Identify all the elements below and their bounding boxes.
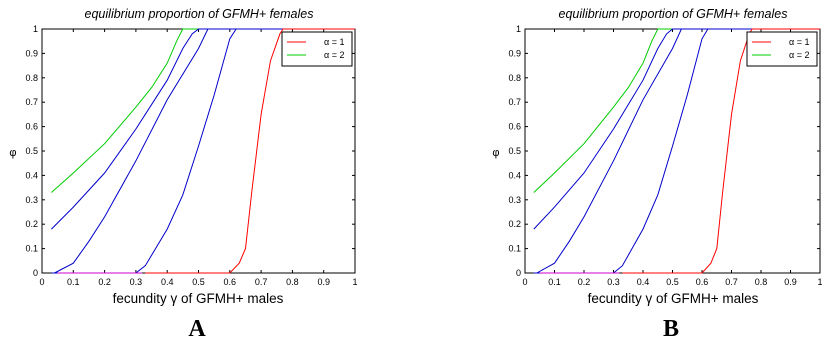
x-tick-label: 1 (817, 277, 822, 287)
x-tick-label: 0.5 (666, 277, 679, 287)
x-tick-label: 0.2 (578, 277, 591, 287)
y-tick-label: 0.4 (508, 170, 521, 180)
series-line (533, 28, 820, 230)
y-tick-label: 0.7 (25, 97, 38, 107)
y-tick-label: 0.7 (508, 97, 521, 107)
y-tick-label: 0.3 (25, 195, 38, 205)
series-line (51, 28, 355, 193)
chart-title: equilibrium proportion of GFMH+ females (85, 7, 314, 21)
x-tick-label: 0.1 (67, 277, 80, 287)
y-tick-label: 0.9 (25, 48, 38, 58)
series-line (51, 28, 355, 274)
x-tick-label: 0 (522, 277, 527, 287)
y-tick-label: 0.5 (25, 146, 38, 156)
panel-letter: A (188, 316, 206, 342)
x-tick-label: 0.5 (192, 277, 205, 287)
x-tick-label: 0.6 (696, 277, 709, 287)
x-tick-label: 0.4 (161, 277, 174, 287)
x-tick-label: 0.1 (548, 277, 561, 287)
y-tick-label: 0.8 (25, 73, 38, 83)
y-tick-label: 0.5 (508, 146, 521, 156)
x-tick-label: 0.3 (130, 277, 143, 287)
x-tick-label: 0.9 (784, 277, 797, 287)
legend-label: α = 2 (324, 50, 344, 60)
y-tick-label: 0.2 (508, 219, 521, 229)
chart-a: equilibrium proportion of GFMH+ females … (9, 7, 357, 342)
y-tick-label: 0.9 (508, 48, 521, 58)
x-tick-label: 0.7 (255, 277, 268, 287)
x-tick-label: 0.2 (98, 277, 111, 287)
legend-label: α = 2 (789, 50, 809, 60)
legend-box (746, 31, 818, 67)
y-tick-label: 1 (33, 24, 38, 34)
chart-title: equilibrium proportion of GFMH+ females (559, 7, 788, 21)
series-line (533, 28, 820, 193)
y-tick-label: 0.3 (508, 195, 521, 205)
y-tick-label: 1 (516, 24, 521, 34)
legend-box (281, 31, 353, 67)
y-tick-label: 0.2 (25, 219, 38, 229)
y-tick-label: 0.4 (25, 170, 38, 180)
x-tick-label: 0.3 (607, 277, 620, 287)
chart-b: equilibrium proportion of GFMH+ females … (492, 7, 822, 342)
x-tick-label: 0.7 (725, 277, 738, 287)
x-tick-label: 1 (352, 277, 357, 287)
y-tick-label: 0.8 (508, 73, 521, 83)
series-line (622, 28, 820, 274)
x-tick-label: 0.4 (637, 277, 650, 287)
series-line (51, 28, 355, 230)
y-tick-label: 0.1 (508, 244, 521, 254)
legend-label: α = 1 (789, 37, 809, 47)
x-axis-label: fecundity γ of GFMH+ males (588, 291, 759, 306)
panel-letter: B (663, 316, 679, 342)
x-axis-label: fecundity γ of GFMH+ males (113, 291, 284, 306)
y-axis-label: φ (9, 147, 16, 159)
y-tick-label: 0 (516, 268, 521, 278)
y-tick-label: 0 (33, 268, 38, 278)
panel-a: equilibrium proportion of GFMH+ females … (9, 7, 357, 342)
series-line (536, 28, 820, 274)
x-tick-label: 0.8 (755, 277, 768, 287)
x-tick-label: 0.9 (317, 277, 330, 287)
series-line (54, 28, 355, 274)
y-axis-label: φ (492, 147, 499, 159)
y-tick-label: 0.1 (25, 244, 38, 254)
legend-label: α = 1 (324, 37, 344, 47)
series-line (533, 28, 820, 274)
x-tick-label: 0 (39, 277, 44, 287)
x-tick-label: 0.6 (224, 277, 237, 287)
y-tick-label: 0.6 (25, 122, 38, 132)
series-line (145, 28, 355, 274)
panel-b: equilibrium proportion of GFMH+ females … (417, 0, 834, 342)
y-tick-label: 0.6 (508, 122, 521, 132)
x-tick-label: 0.8 (286, 277, 299, 287)
